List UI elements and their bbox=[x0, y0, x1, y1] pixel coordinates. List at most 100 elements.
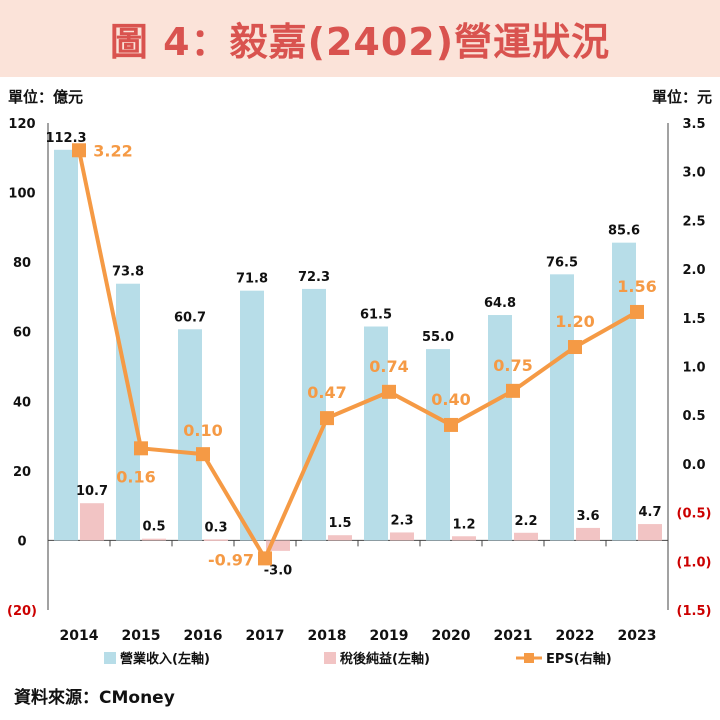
net-income-bar bbox=[142, 538, 166, 541]
net-income-data-label: 0.5 bbox=[142, 520, 165, 535]
net-income-data-label: 4.7 bbox=[638, 505, 661, 520]
eps-data-label: 0.75 bbox=[493, 356, 532, 375]
right-axis-unit: 單位：元 bbox=[651, 88, 712, 106]
net-income-bar bbox=[514, 532, 538, 541]
revenue-bar bbox=[116, 283, 140, 541]
legend-eps-marker bbox=[524, 653, 534, 663]
left-tick-label: 60 bbox=[13, 326, 31, 341]
right-tick-label: (0.5) bbox=[677, 507, 712, 522]
net-income-bar bbox=[390, 532, 414, 541]
net-income-data-label: 0.3 bbox=[204, 520, 227, 535]
right-tick-label: 2.5 bbox=[682, 214, 705, 229]
left-tick-label: 80 bbox=[13, 256, 31, 271]
net-income-bar bbox=[204, 539, 228, 541]
left-tick-label: 120 bbox=[8, 117, 35, 132]
right-tick-label: 0.5 bbox=[682, 409, 705, 424]
legend-revenue-swatch bbox=[104, 652, 116, 664]
net-income-data-label: 1.2 bbox=[452, 517, 475, 532]
left-tick-label: 0 bbox=[17, 534, 26, 549]
eps-point bbox=[258, 551, 272, 566]
left-axis-unit: 單位：億元 bbox=[8, 88, 84, 106]
left-tick-label: 20 bbox=[13, 465, 31, 480]
revenue-data-label: 85.6 bbox=[608, 224, 640, 239]
revenue-bar bbox=[612, 242, 636, 541]
eps-point bbox=[72, 143, 86, 158]
left-tick-label: 40 bbox=[13, 395, 31, 410]
net-income-data-label: 3.6 bbox=[576, 509, 599, 524]
revenue-bar bbox=[426, 349, 450, 541]
revenue-bar bbox=[240, 290, 264, 541]
eps-point bbox=[382, 384, 396, 399]
eps-point bbox=[444, 417, 458, 432]
right-tick-label: 1.0 bbox=[682, 361, 705, 376]
eps-point bbox=[320, 411, 334, 426]
eps-data-label: 0.47 bbox=[307, 383, 346, 402]
chart-title: 圖 4：毅嘉(2402)營運狀況 bbox=[109, 20, 611, 64]
x-tick-label: 2023 bbox=[618, 628, 657, 644]
net-income-data-label: -3.0 bbox=[264, 563, 292, 578]
net-income-bar bbox=[80, 503, 104, 541]
revenue-data-label: 112.3 bbox=[45, 131, 86, 146]
legend-net-income-swatch bbox=[324, 652, 336, 664]
revenue-data-label: 61.5 bbox=[360, 307, 392, 322]
eps-data-label: 0.16 bbox=[116, 467, 155, 486]
revenue-data-label: 72.3 bbox=[298, 270, 330, 285]
revenue-data-label: 64.8 bbox=[484, 296, 516, 311]
eps-point bbox=[506, 383, 520, 398]
net-income-data-label: 1.5 bbox=[328, 516, 351, 531]
x-tick-label: 2017 bbox=[246, 628, 285, 644]
eps-line bbox=[77, 149, 638, 561]
eps-data-label: 1.56 bbox=[617, 277, 656, 296]
net-income-data-label: 10.7 bbox=[76, 484, 108, 499]
revenue-data-label: 55.0 bbox=[422, 330, 454, 345]
eps-point bbox=[134, 441, 148, 456]
net-income-bar bbox=[576, 527, 600, 541]
x-tick-label: 2019 bbox=[370, 628, 409, 644]
title-banner: 圖 4：毅嘉(2402)營運狀況 bbox=[0, 0, 720, 77]
eps-point bbox=[568, 340, 582, 355]
revenue-bar bbox=[488, 315, 512, 541]
legend-revenue-label: 營業收入(左軸) bbox=[120, 651, 210, 667]
legend-eps-label: EPS(右軸) bbox=[546, 651, 612, 667]
eps-point bbox=[196, 447, 210, 462]
revenue-bar bbox=[550, 274, 574, 541]
eps-point bbox=[630, 304, 644, 319]
revenue-data-label: 76.5 bbox=[546, 255, 578, 270]
x-tick-label: 2018 bbox=[308, 628, 347, 644]
net-income-bar bbox=[452, 536, 476, 541]
net-income-data-label: 2.3 bbox=[390, 513, 413, 528]
source-note: 資料來源：CMoney bbox=[14, 688, 175, 708]
x-tick-label: 2021 bbox=[494, 628, 533, 644]
right-tick-label: 1.5 bbox=[682, 312, 705, 327]
eps-data-label: 0.40 bbox=[431, 390, 470, 409]
revenue-data-label: 73.8 bbox=[112, 265, 144, 280]
net-income-bar bbox=[328, 535, 352, 541]
x-tick-label: 2014 bbox=[60, 628, 99, 644]
x-tick-label: 2016 bbox=[184, 628, 223, 644]
right-tick-label: 3.5 bbox=[682, 117, 705, 132]
eps-data-label: 3.22 bbox=[93, 141, 132, 160]
revenue-bar bbox=[178, 329, 202, 541]
revenue-data-label: 60.7 bbox=[174, 310, 206, 325]
right-tick-label: 3.0 bbox=[682, 166, 705, 181]
revenue-bar bbox=[54, 149, 78, 541]
x-tick-label: 2015 bbox=[122, 628, 161, 644]
right-tick-label: (1.5) bbox=[677, 604, 712, 619]
right-tick-label: 0.0 bbox=[682, 458, 705, 473]
revenue-bar bbox=[364, 326, 388, 541]
eps-data-label: 1.20 bbox=[555, 312, 594, 331]
x-tick-label: 2020 bbox=[432, 628, 471, 644]
legend-net-income-label: 稅後純益(左軸) bbox=[340, 651, 430, 667]
eps-data-label: -0.97 bbox=[208, 550, 254, 569]
right-tick-label: 2.0 bbox=[682, 263, 705, 278]
eps-data-label: 0.74 bbox=[369, 357, 408, 376]
left-tick-label: (20) bbox=[7, 604, 37, 619]
net-income-bar bbox=[638, 524, 662, 541]
net-income-data-label: 2.2 bbox=[514, 514, 537, 529]
x-tick-label: 2022 bbox=[556, 628, 595, 644]
net-income-bar bbox=[266, 540, 290, 551]
right-tick-label: (1.0) bbox=[677, 555, 712, 570]
revenue-data-label: 71.8 bbox=[236, 272, 268, 287]
eps-data-label: 0.10 bbox=[183, 421, 222, 440]
